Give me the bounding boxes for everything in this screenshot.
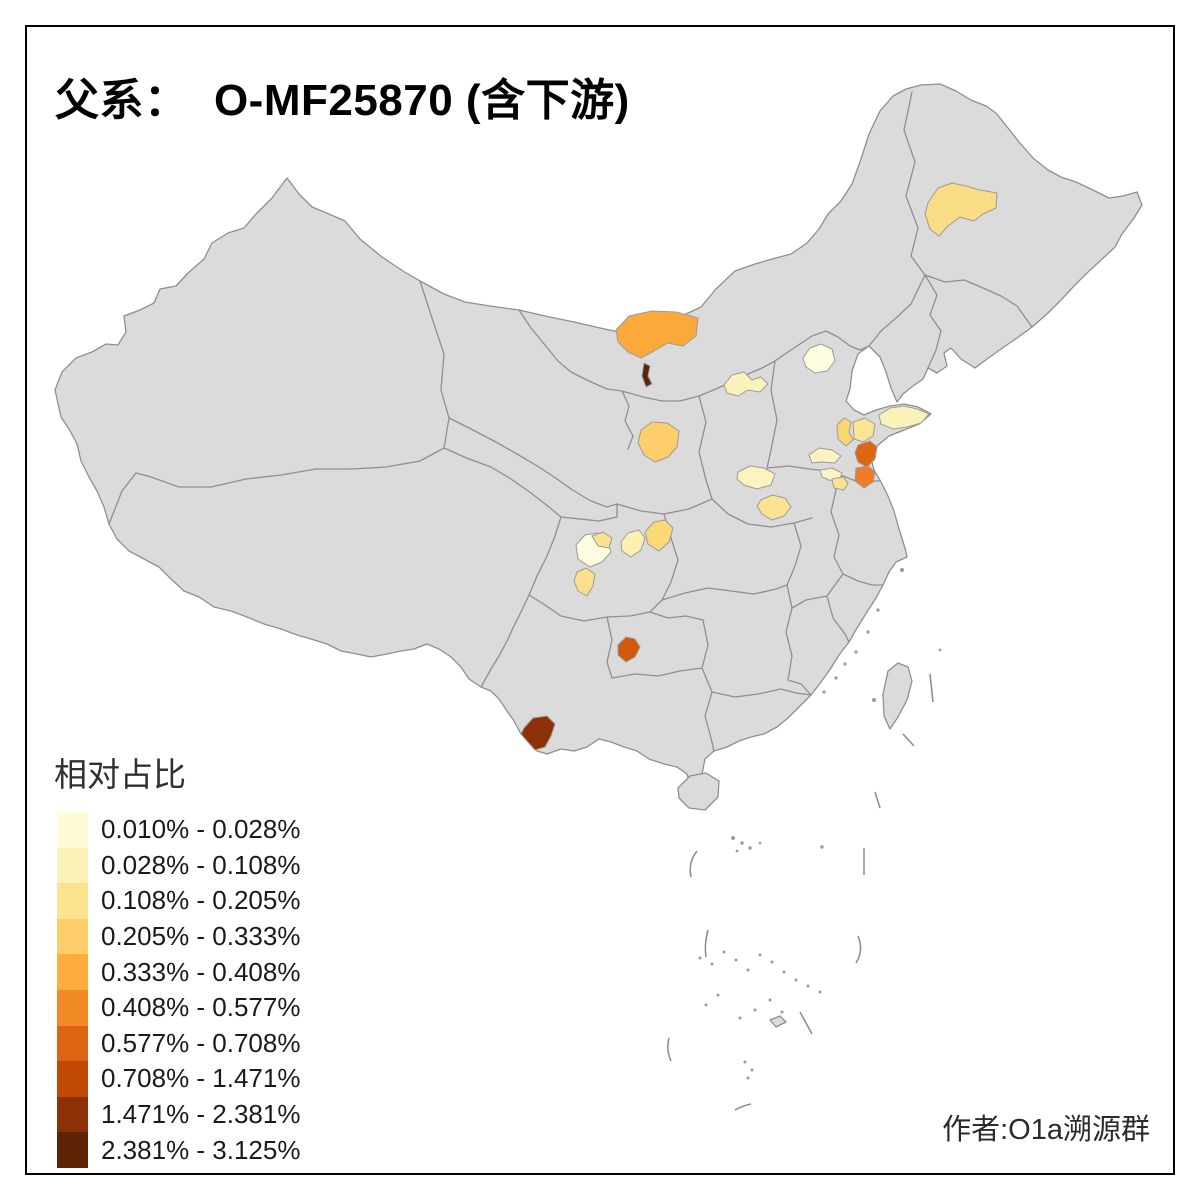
island-specks [698, 568, 942, 1080]
highlighted-region [854, 465, 876, 489]
highlighted-region [852, 417, 876, 443]
legend-swatch [57, 812, 88, 848]
legend-item: 0.333% - 0.408% [57, 954, 300, 990]
highlighted-region [641, 362, 653, 388]
legend-items: 0.010% - 0.028% 0.028% - 0.108% 0.108% -… [52, 812, 300, 1168]
legend-label: 1.471% - 2.381% [101, 1099, 301, 1130]
taiwan-island [882, 662, 913, 730]
legend-item: 1.471% - 2.381% [57, 1096, 301, 1133]
highlighted-region [573, 567, 596, 597]
highlighted-region [723, 371, 769, 397]
highlighted-region [617, 636, 641, 663]
legend-swatch [57, 954, 88, 990]
highlighted-region [836, 417, 854, 447]
highlighted-region [808, 447, 842, 464]
legend-item: 0.205% - 0.333% [57, 918, 301, 955]
legend-swatch [57, 918, 88, 955]
legend-label: 0.108% - 0.205% [101, 885, 301, 916]
legend-swatch [57, 989, 88, 1026]
legend-item: 0.408% - 0.577% [57, 989, 301, 1026]
legend-swatch [57, 883, 88, 919]
legend-label: 2.381% - 3.125% [101, 1134, 301, 1165]
highlighted-region [802, 343, 836, 374]
base-map [54, 83, 1143, 1028]
legend-title: 相对占比 [54, 756, 186, 793]
highlighted-region [615, 310, 699, 359]
highlighted-region [831, 476, 849, 491]
highlighted-region [736, 465, 776, 490]
highlighted-region [878, 405, 930, 430]
nine-dash-line [667, 673, 934, 1111]
legend-label: 0.028% - 0.108% [101, 849, 301, 880]
legend-swatch [57, 1096, 88, 1133]
highlighted-region [854, 440, 878, 468]
legend-label: 0.408% - 0.577% [101, 992, 301, 1023]
legend-label: 0.708% - 1.471% [101, 1063, 301, 1094]
legend-label: 0.577% - 0.708% [101, 1027, 301, 1058]
highlighted-region [756, 494, 792, 521]
legend-label: 0.333% - 0.408% [101, 956, 301, 987]
legend-item: 0.028% - 0.108% [57, 847, 301, 884]
highlighted-region [644, 519, 674, 552]
hainan-island [677, 772, 720, 811]
highlighted-region [591, 531, 613, 549]
mainland-outline [54, 83, 1143, 795]
highlighted-region [620, 529, 646, 558]
legend-item: 0.010% - 0.028% [57, 812, 300, 848]
highlighted-region [924, 182, 998, 237]
legend-label: 0.010% - 0.028% [101, 814, 301, 845]
attribution-text: 作者:O1a溯源群 [942, 1114, 1150, 1146]
legend-item: 0.708% - 1.471% [57, 1061, 300, 1097]
page-title: 父系： O-MF25870 (含下游) [55, 76, 630, 125]
plot-border [25, 25, 1175, 1175]
legend-label: 0.205% - 0.333% [101, 921, 301, 952]
legend-swatch [57, 1132, 88, 1168]
small-island [769, 1015, 787, 1028]
highlighted-regions [520, 182, 998, 751]
legend-item: 0.577% - 0.708% [57, 1025, 301, 1062]
legend-swatch [57, 1025, 88, 1062]
legend-swatch [57, 1061, 88, 1097]
province-borders [108, 91, 1033, 752]
legend-item: 0.108% - 0.205% [57, 883, 300, 919]
legend-item: 2.381% - 3.125% [57, 1132, 300, 1168]
legend: 相对占比 0.010% - 0.028% 0.028% - 0.108% 0.1… [52, 748, 300, 1168]
highlighted-region [520, 715, 556, 751]
highlighted-region [637, 421, 680, 463]
legend-swatch [57, 847, 88, 884]
